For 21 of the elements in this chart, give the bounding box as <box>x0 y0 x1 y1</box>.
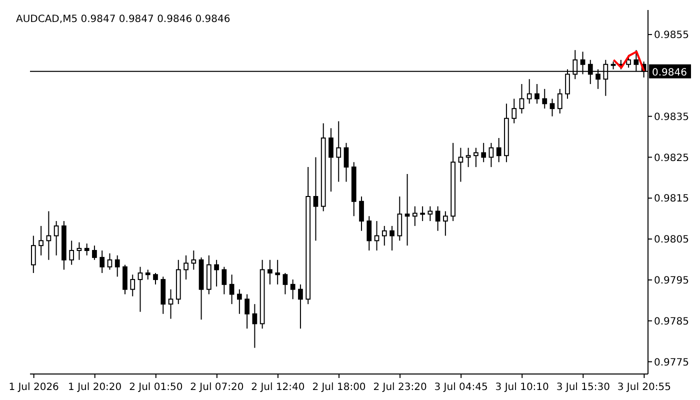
x-tick-label: 3 Jul 04:45 <box>434 382 488 393</box>
y-tick-label: 0.9785 <box>654 316 689 328</box>
x-tick-label: 1 Jul 2026 <box>8 382 59 393</box>
y-tick-label: 0.9825 <box>654 152 689 164</box>
x-tick-label: 2 Jul 01:50 <box>129 382 183 393</box>
y-tick-label: 0.9775 <box>654 357 689 368</box>
x-tick-label: 3 Jul 20:55 <box>617 382 671 393</box>
x-tick-label: 2 Jul 07:20 <box>190 382 244 393</box>
x-tick-label: 3 Jul 10:10 <box>495 382 549 393</box>
y-tick-label: 0.9855 <box>654 30 689 42</box>
x-tick-label: 2 Jul 18:00 <box>312 382 366 393</box>
x-tick-label: 2 Jul 12:40 <box>251 382 305 393</box>
y-tick-label: 0.9835 <box>654 112 689 123</box>
x-tick-label: 2 Jul 23:20 <box>373 382 427 393</box>
y-tick-label: 0.9805 <box>654 234 689 246</box>
ref-line-label: 0.9846 <box>652 67 687 78</box>
x-tick-label: 3 Jul 15:30 <box>556 382 610 393</box>
y-tick-label: 0.9795 <box>654 275 689 286</box>
y-tick-label: 0.9815 <box>654 194 689 205</box>
x-tick-label: 1 Jul 20:20 <box>68 382 122 393</box>
chart-title: AUDCAD,M5 0.9847 0.9847 0.9846 0.9846 <box>16 14 230 25</box>
